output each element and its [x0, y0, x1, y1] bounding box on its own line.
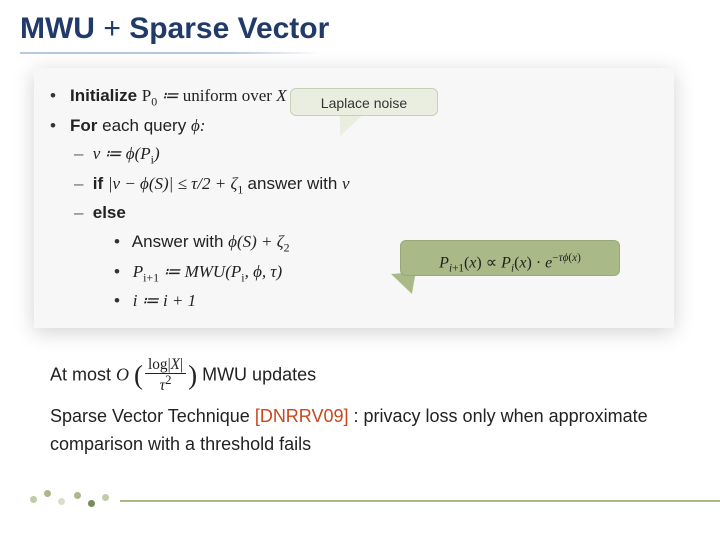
else-label: else	[93, 203, 126, 222]
for-math: ϕ:	[191, 116, 205, 135]
footer-line1: At most O (log|X|τ2) MWU updates	[50, 355, 660, 397]
title-plus: +	[95, 12, 129, 45]
callout-laplace-text: Laplace noise	[321, 95, 407, 111]
if-label: if	[93, 174, 108, 193]
if-tail: v	[342, 174, 350, 193]
callout-mwu-update: Pi+1(x) ∝ Pi(x) · e−τϕ(x)	[400, 240, 620, 276]
for-rest: each query	[102, 116, 191, 135]
footer-block: At most O (log|X|τ2) MWU updates Sparse …	[50, 355, 660, 459]
if-math: |v − ϕ(S)| ≤ τ/2 + ζ1	[108, 174, 248, 193]
footer-bigO: O	[116, 365, 129, 385]
init-label: Initialize	[70, 86, 142, 105]
else-ans-math: ϕ(S) + ζ2	[228, 232, 289, 251]
title-part1: MWU	[20, 12, 95, 45]
algo-else-inc: • i ≔ i + 1	[114, 287, 652, 314]
title-underline	[20, 52, 320, 54]
algo-step-v: – v ≔ ϕ(Pi)	[78, 140, 652, 170]
footer-line2: Sparse Vector Technique [DNRRV09] : priv…	[50, 403, 660, 459]
callout-laplace: Laplace noise	[290, 88, 438, 116]
footer-frac-den: τ2	[145, 374, 186, 394]
if-post: answer with	[248, 174, 342, 193]
footer-l1-pre: At most	[50, 365, 116, 385]
for-label: For	[70, 116, 102, 135]
else-mwu-math: Pi+1 ≔ MWU(Pi, ϕ, τ)	[133, 262, 282, 281]
step-v-math: v ≔ ϕ(Pi)	[93, 144, 160, 163]
title-part2: Sparse Vector	[129, 12, 329, 45]
algo-step-if: – if |v − ϕ(S)| ≤ τ/2 + ζ1 answer with v	[78, 170, 652, 200]
footer-frac-num: log|X|	[145, 357, 186, 374]
slide-title: MWU + Sparse Vector	[20, 12, 329, 46]
footer-l1-post: MWU updates	[202, 365, 316, 385]
decor-bar	[120, 500, 720, 502]
else-ans-pre: Answer with	[132, 232, 228, 251]
algo-step-else: – else	[78, 199, 652, 228]
else-inc-math: i ≔ i + 1	[133, 291, 196, 310]
footer-l2-pre: Sparse Vector Technique	[50, 406, 255, 426]
footer-ref: [DNRRV09]	[255, 406, 349, 426]
